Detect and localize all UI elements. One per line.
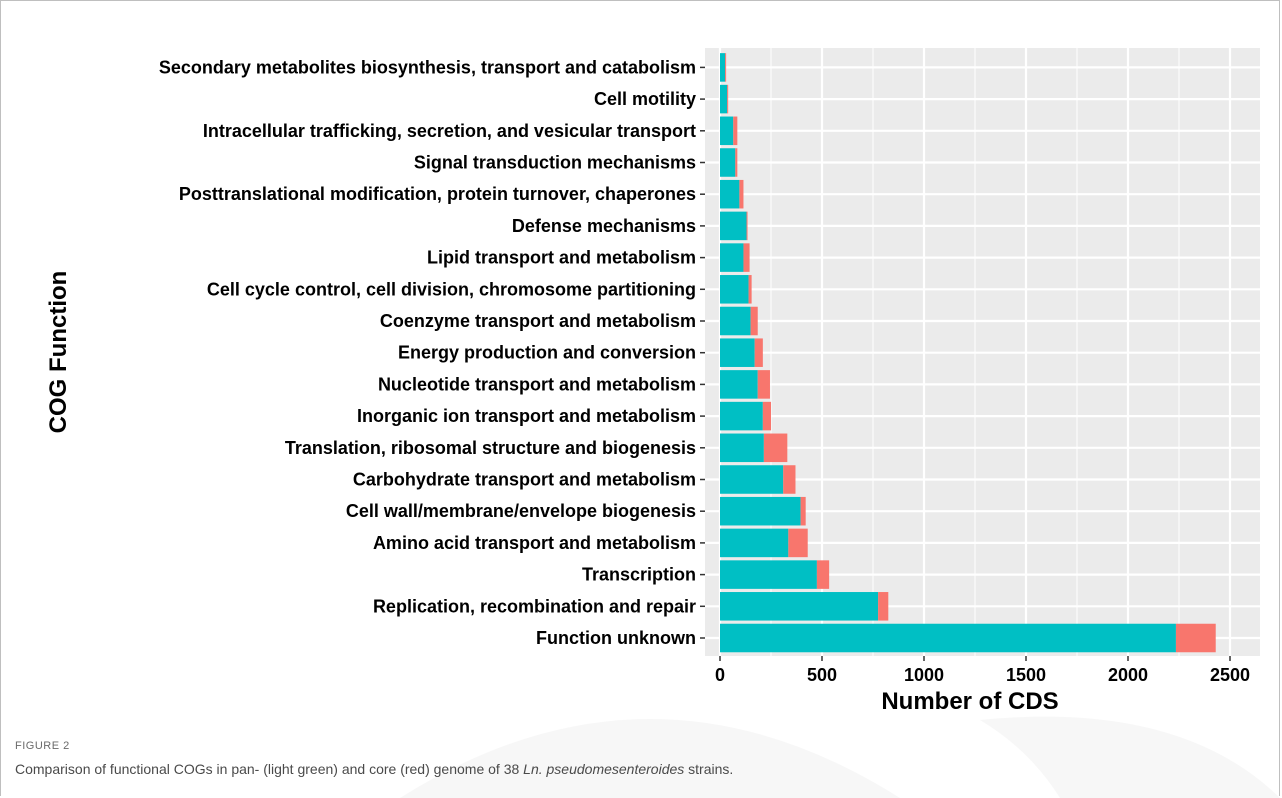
y-tick-label: Function unknown <box>536 628 696 648</box>
y-tick-label: Nucleotide transport and metabolism <box>378 374 696 394</box>
bar-core <box>750 306 758 336</box>
caption-text: Comparison of functional COGs in pan- (l… <box>15 761 524 777</box>
figure-label: FIGURE 2 <box>15 740 70 752</box>
y-tick-label: Inorganic ion transport and metabolism <box>357 406 696 426</box>
bar-pan <box>720 496 801 526</box>
y-tick-label: Coenzyme transport and metabolism <box>380 311 696 331</box>
y-tick-label: Amino acid transport and metabolism <box>373 533 696 553</box>
y-tick-label: Transcription <box>582 565 696 585</box>
bar-core <box>754 338 763 367</box>
bar-core <box>746 211 748 241</box>
bar-pan <box>720 306 751 336</box>
x-axis-title: Number of CDS <box>881 688 1058 715</box>
bar-core <box>763 433 788 463</box>
bar-core <box>733 116 738 146</box>
y-tick-label: Lipid transport and metabolism <box>427 248 696 268</box>
bar-pan <box>720 560 817 589</box>
y-axis: Function unknown Replication, recombinati… <box>159 57 705 648</box>
bar-pan <box>720 338 755 367</box>
bar-pan <box>720 275 749 304</box>
bar-pan <box>720 243 744 272</box>
bar-core <box>1175 623 1216 653</box>
bar-core <box>757 370 770 399</box>
bar-core <box>788 528 808 558</box>
bar-core <box>816 560 830 589</box>
bar-core <box>735 148 738 177</box>
y-tick-label: Replication, recombination and repair <box>373 596 696 616</box>
bar-core <box>878 592 889 621</box>
x-tick-label: 500 <box>807 665 837 685</box>
bar-pan <box>720 148 736 177</box>
bar-core <box>762 401 771 431</box>
y-tick-label: Carbohydrate transport and metabolism <box>353 470 696 490</box>
bar-core <box>783 465 796 494</box>
bar-pan <box>720 592 879 621</box>
figure-caption: Comparison of functional COGs in pan- (l… <box>15 761 733 777</box>
bar-pan <box>720 84 728 114</box>
bar-core <box>727 84 729 114</box>
bar-pan <box>720 370 758 399</box>
bar-pan <box>720 433 764 463</box>
y-tick-label: Posttranslational modification, protein … <box>179 184 696 204</box>
y-tick-label: Cell cycle control, cell division, chrom… <box>207 279 696 299</box>
bar-pan <box>720 528 789 558</box>
bar-pan <box>720 465 784 494</box>
grid-lines <box>705 48 1260 656</box>
y-axis-title: COG Function <box>45 271 72 434</box>
x-tick-label: 2500 <box>1210 665 1250 685</box>
y-tick-label: Cell wall/membrane/envelope biogenesis <box>346 501 696 521</box>
bar-pan <box>720 53 726 82</box>
x-tick-label: 1000 <box>904 665 944 685</box>
bar-pan <box>720 116 734 146</box>
bar-core <box>743 243 750 272</box>
bar-core <box>748 275 752 304</box>
bar-pan <box>720 211 747 241</box>
bar-core <box>739 179 744 209</box>
y-tick-label: Energy production and conversion <box>398 343 696 363</box>
y-tick-label: Defense mechanisms <box>512 216 696 236</box>
y-tick-label: Cell motility <box>594 89 696 109</box>
bar-pan <box>720 179 740 209</box>
bar-pan <box>720 401 763 431</box>
bar-core <box>725 53 727 82</box>
x-axis: 0 500 1000 1500 2000 2500 <box>715 656 1250 685</box>
y-tick-label: Intracellular trafficking, secretion, an… <box>203 121 696 141</box>
bar-core <box>800 496 806 526</box>
caption-species: Ln. pseudomesenteroides <box>523 761 685 777</box>
bar-pan <box>720 623 1176 653</box>
caption-tail: strains. <box>684 761 734 777</box>
x-tick-label: 1500 <box>1006 665 1046 685</box>
bars <box>720 53 1216 653</box>
y-tick-label: Secondary metabolites biosynthesis, tran… <box>159 57 696 77</box>
x-tick-label: 2000 <box>1108 665 1148 685</box>
y-tick-label: Signal transduction mechanisms <box>414 153 696 173</box>
bar-chart: Function unknown Replication, recombinati… <box>45 48 1260 715</box>
x-tick-label: 0 <box>715 665 725 685</box>
y-tick-label: Translation, ribosomal structure and bio… <box>285 438 696 458</box>
